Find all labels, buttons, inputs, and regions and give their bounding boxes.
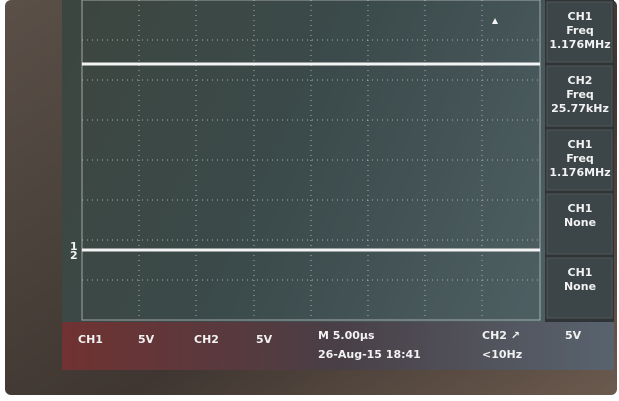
measure-type: Freq [566,88,594,101]
trigger-frequency: <10Hz [482,348,522,361]
measure-source: CH1 [568,266,593,279]
graticule [81,0,541,321]
date-time: 26-Aug-15 18:41 [318,348,421,361]
measure-box [546,257,613,319]
measure-type: Freq [566,152,594,165]
screen [62,0,614,370]
ch2-marker: 2 [70,249,78,262]
measure-value: 1.176MHz [549,38,610,51]
measure-box [546,193,613,255]
trigger-level: 5V [565,329,582,342]
ch1-scale: 5V [138,333,155,346]
measurements: CH1Freq1.176MHzCH2Freq25.77kHzCH1Freq1.1… [546,1,613,319]
ch1-marker: 1 [70,240,78,253]
measure-box [546,129,613,191]
trigger-position [492,18,498,24]
measure-source: CH1 [568,10,593,23]
ch1-label: CH1 [78,333,103,346]
measure-value: 25.77kHz [551,102,609,115]
measure-value: 1.176MHz [549,166,610,179]
measure-type: None [564,280,596,293]
measure-source: CH1 [568,138,593,151]
measure-box [546,1,613,63]
measure-box [546,65,613,127]
ch2-scale: 5V [256,333,273,346]
ch2-label: CH2 [194,333,219,346]
timebase: M 5.00µs [318,329,375,342]
trigger-source: CH2 ↗ [482,329,520,342]
measure-source: CH1 [568,202,593,215]
measure-type: Freq [566,24,594,37]
status-bar [62,322,614,370]
measure-source: CH2 [568,74,593,87]
measure-type: None [564,216,596,229]
